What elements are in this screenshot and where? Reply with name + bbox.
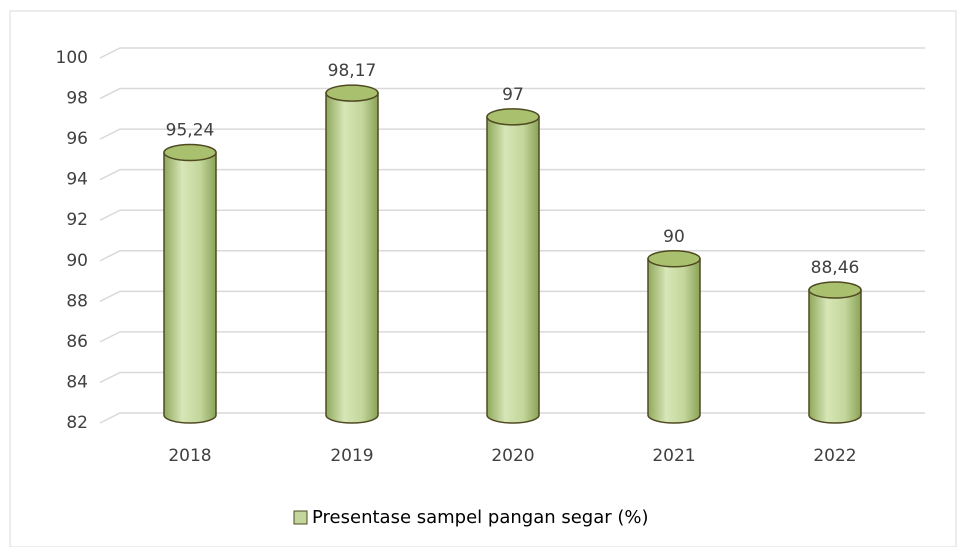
y-tick-label: 98 xyxy=(66,89,88,109)
bar xyxy=(163,143,217,424)
bar xyxy=(325,84,379,424)
y-tick-label: 100 xyxy=(56,48,88,68)
data-label: 90 xyxy=(663,227,685,247)
grid-line xyxy=(99,168,925,181)
cylinder-top xyxy=(163,143,217,162)
cylinder-top xyxy=(808,281,862,299)
cylinder-body xyxy=(486,116,540,424)
legend-label: Presentase sampel pangan segar (%) xyxy=(312,507,649,528)
x-tick-label: 2022 xyxy=(813,446,856,466)
cylinder-body xyxy=(163,151,217,424)
data-label: 88,46 xyxy=(811,258,860,278)
grid-line xyxy=(99,47,925,59)
cylinder-top xyxy=(325,84,379,102)
grid-line xyxy=(99,128,925,140)
data-label: 98,17 xyxy=(328,61,377,81)
grid-line xyxy=(99,209,925,221)
y-tick-label: 82 xyxy=(66,413,88,433)
y-tick-label: 88 xyxy=(66,291,88,311)
x-tick-label: 2019 xyxy=(330,446,373,466)
y-tick-label: 94 xyxy=(66,170,88,190)
y-tick-label: 92 xyxy=(66,210,88,230)
data-label: 97 xyxy=(502,85,524,105)
legend-swatch xyxy=(293,510,308,525)
chart-frame xyxy=(9,10,957,548)
y-tick-label: 96 xyxy=(66,129,88,149)
cylinder-body xyxy=(808,289,862,424)
y-tick-label: 90 xyxy=(66,251,88,271)
cylinder-body xyxy=(647,258,701,424)
bar xyxy=(486,108,540,424)
cylinder-top xyxy=(486,108,540,126)
bar xyxy=(808,281,862,424)
x-tick-label: 2020 xyxy=(491,446,534,466)
bar xyxy=(647,250,701,424)
grid-line xyxy=(99,87,925,100)
x-tick-label: 2021 xyxy=(652,446,695,466)
x-tick-label: 2018 xyxy=(168,446,211,466)
data-label: 95,24 xyxy=(166,121,215,141)
cylinder-body xyxy=(325,92,379,424)
y-tick-label: 86 xyxy=(66,332,88,352)
y-tick-label: 84 xyxy=(66,372,88,392)
cylinder-top xyxy=(647,250,701,268)
grid-line xyxy=(99,250,925,262)
